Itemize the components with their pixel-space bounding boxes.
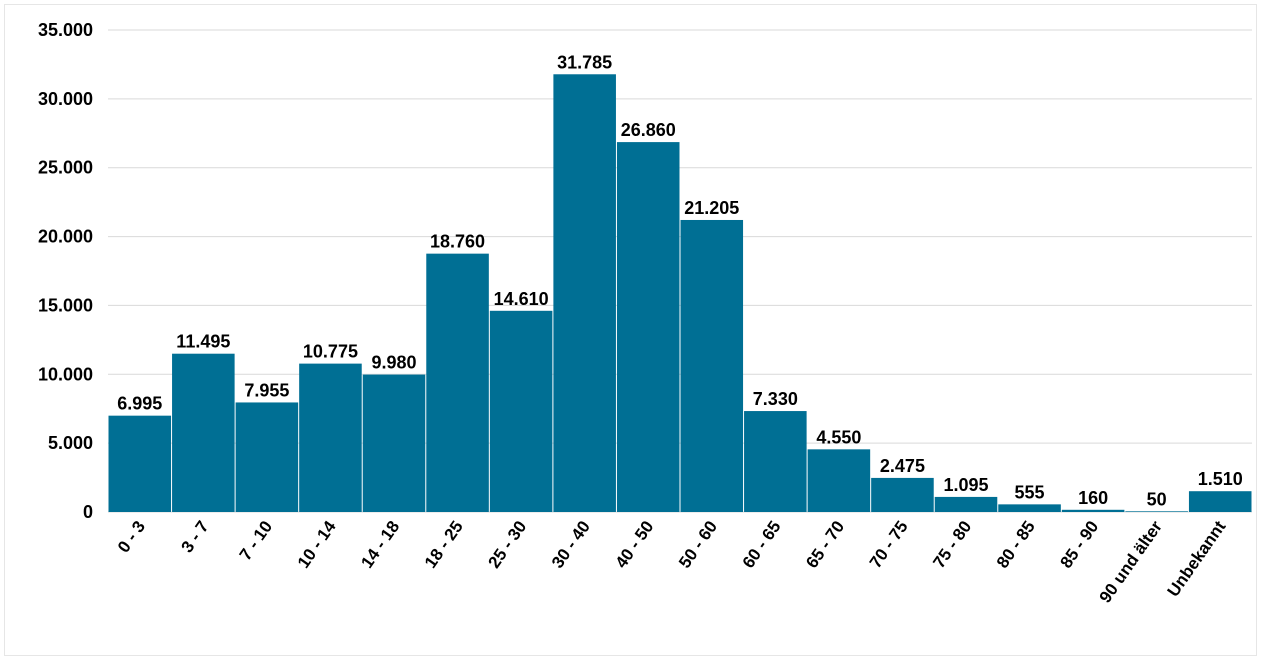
bar bbox=[172, 353, 235, 512]
data-label: 14.610 bbox=[494, 289, 549, 309]
x-axis-ticks: 0 - 3 3 - 7 7 - 10 10 - 14 14 - 18 18 - 25 25 … bbox=[114, 517, 1230, 607]
y-tick-label: 20.000 bbox=[38, 227, 93, 247]
bar bbox=[235, 402, 299, 512]
data-label: 1.510 bbox=[1198, 469, 1243, 489]
x-tick-label: 7 - 10 bbox=[236, 517, 277, 564]
data-label: 9.980 bbox=[371, 353, 416, 373]
y-tick-label: 15.000 bbox=[38, 295, 93, 315]
y-tick-label: 35.000 bbox=[38, 20, 93, 40]
x-tick-label: 40 - 50 bbox=[612, 517, 658, 571]
y-tick-label: 10.000 bbox=[38, 364, 93, 384]
y-tick-label: 5.000 bbox=[48, 433, 93, 453]
y-tick-label: 25.000 bbox=[38, 158, 93, 178]
x-tick-label: 30 - 40 bbox=[548, 517, 594, 571]
x-tick-label: 65 - 70 bbox=[802, 517, 848, 571]
bar bbox=[744, 411, 807, 512]
data-label: 11.495 bbox=[176, 332, 230, 352]
x-tick-label: 80 - 85 bbox=[993, 517, 1039, 571]
bar bbox=[934, 496, 998, 512]
bar bbox=[362, 374, 426, 512]
bar bbox=[489, 310, 553, 512]
bars bbox=[108, 74, 1252, 512]
data-label: 6.995 bbox=[117, 394, 162, 414]
y-tick-label: 0 bbox=[83, 502, 93, 522]
data-label: 50 bbox=[1147, 489, 1167, 509]
data-label: 7.330 bbox=[753, 389, 798, 409]
gridlines bbox=[108, 29, 1252, 513]
x-tick-label: 0 - 3 bbox=[114, 517, 149, 556]
data-label: 31.785 bbox=[557, 52, 612, 72]
bar bbox=[998, 504, 1061, 512]
x-tick-label: 75 - 80 bbox=[929, 517, 975, 571]
bar bbox=[299, 363, 362, 512]
bar bbox=[871, 477, 934, 512]
data-label: 4.550 bbox=[816, 427, 861, 447]
bar bbox=[680, 219, 744, 512]
y-axis-ticks: 0 5.000 10.000 15.000 20.000 25.000 30.000 35.0… bbox=[38, 20, 93, 522]
data-label: 555 bbox=[1015, 482, 1045, 502]
bar bbox=[1125, 511, 1188, 512]
bar bbox=[108, 415, 172, 512]
bar bbox=[807, 449, 871, 512]
data-label: 21.205 bbox=[684, 198, 739, 218]
data-label: 10.775 bbox=[303, 342, 358, 362]
bar bbox=[616, 142, 680, 512]
y-tick-label: 30.000 bbox=[38, 89, 93, 109]
bar bbox=[1188, 491, 1252, 512]
data-label: 160 bbox=[1078, 488, 1108, 508]
x-tick-label: 85 - 90 bbox=[1056, 517, 1102, 571]
x-tick-label: 3 - 7 bbox=[178, 517, 213, 556]
data-label: 7.955 bbox=[244, 380, 289, 400]
bar bbox=[1061, 509, 1125, 512]
bar bbox=[553, 74, 616, 512]
data-label: 1.095 bbox=[943, 475, 988, 495]
data-label: 2.475 bbox=[880, 456, 925, 476]
x-tick-label: 50 - 60 bbox=[675, 517, 721, 571]
data-label: 26.860 bbox=[621, 120, 676, 140]
bar bbox=[426, 253, 489, 512]
x-tick-label: 60 - 65 bbox=[739, 517, 785, 571]
x-tick-label: Unbekannt bbox=[1164, 517, 1230, 600]
x-tick-label: 70 - 75 bbox=[866, 517, 912, 571]
data-label: 18.760 bbox=[430, 232, 485, 252]
x-tick-label: 90 und älter bbox=[1096, 517, 1167, 606]
x-tick-label: 14 - 18 bbox=[357, 517, 403, 571]
x-tick-label: 25 - 30 bbox=[484, 517, 530, 571]
x-tick-label: 18 - 25 bbox=[421, 517, 467, 571]
x-tick-label: 10 - 14 bbox=[294, 517, 340, 572]
data-labels: 6.995 11.495 7.955 10.775 9.980 18.760 14.610 3… bbox=[117, 52, 1242, 509]
